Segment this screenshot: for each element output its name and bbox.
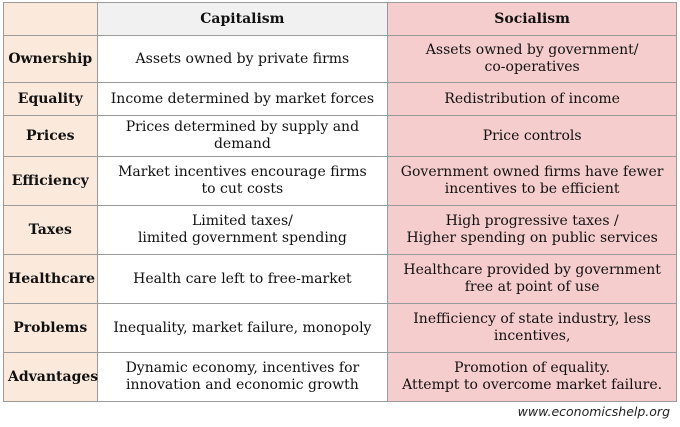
table-row-healthcare: Healthcare Health care left to free-mark… (3, 254, 677, 304)
table-row-taxes: Taxes Limited taxes/ limited government … (3, 205, 677, 255)
row-label: Efficiency (3, 156, 98, 206)
header-row: Capitalism Socialism (3, 2, 677, 36)
row-label: Ownership (3, 35, 98, 83)
table-row-ownership: Ownership Assets owned by private firms … (3, 35, 677, 83)
table-row-advantages: Advantages Dynamic economy, incentives f… (3, 352, 677, 402)
capitalism-cell: Dynamic economy, incentives for innovati… (96, 352, 389, 402)
row-label: Prices (3, 115, 98, 157)
capitalism-cell: Income determined by market forces (96, 82, 389, 116)
capitalism-cell: Health care left to free-market (96, 254, 389, 304)
socialism-cell: Assets owned by government/ co-operative… (387, 35, 677, 83)
row-label: Healthcare (3, 254, 98, 304)
capitalism-cell: Prices determined by supply and demand (96, 115, 389, 157)
socialism-cell: Government owned firms have fewer incent… (387, 156, 677, 206)
capitalism-cell: Assets owned by private firms (96, 35, 389, 83)
table-row-problems: Problems Inequality, market failure, mon… (3, 303, 677, 353)
socialism-cell: Inefficiency of state industry, less inc… (387, 303, 677, 353)
corner-cell (3, 2, 98, 36)
socialism-cell: Redistribution of income (387, 82, 677, 116)
table-row-equality: Equality Income determined by market for… (3, 82, 677, 116)
socialism-cell: Price controls (387, 115, 677, 157)
capitalism-cell: Market incentives encourage firms to cut… (96, 156, 389, 206)
table-row-efficiency: Efficiency Market incentives encourage f… (3, 156, 677, 206)
socialism-header: Socialism (387, 2, 677, 36)
socialism-cell: Promotion of equality. Attempt to overco… (387, 352, 677, 402)
capitalism-cell: Limited taxes/ limited government spendi… (96, 205, 389, 255)
comparison-table-container: Capitalism Socialism Ownership Assets ow… (3, 2, 677, 402)
row-label: Problems (3, 303, 98, 353)
row-label: Taxes (3, 205, 98, 255)
table-row-prices: Prices Prices determined by supply and d… (3, 115, 677, 157)
socialism-cell: Healthcare provided by government free a… (387, 254, 677, 304)
capitalism-cell: Inequality, market failure, monopoly (96, 303, 389, 353)
capitalism-header: Capitalism (96, 2, 389, 36)
row-label: Equality (3, 82, 98, 116)
row-label: Advantages (3, 352, 98, 402)
source-url: www.economicshelp.org (517, 404, 670, 419)
capitalism-socialism-comparison-table: Capitalism Socialism Ownership Assets ow… (3, 2, 677, 402)
socialism-cell: High progressive taxes / Higher spending… (387, 205, 677, 255)
